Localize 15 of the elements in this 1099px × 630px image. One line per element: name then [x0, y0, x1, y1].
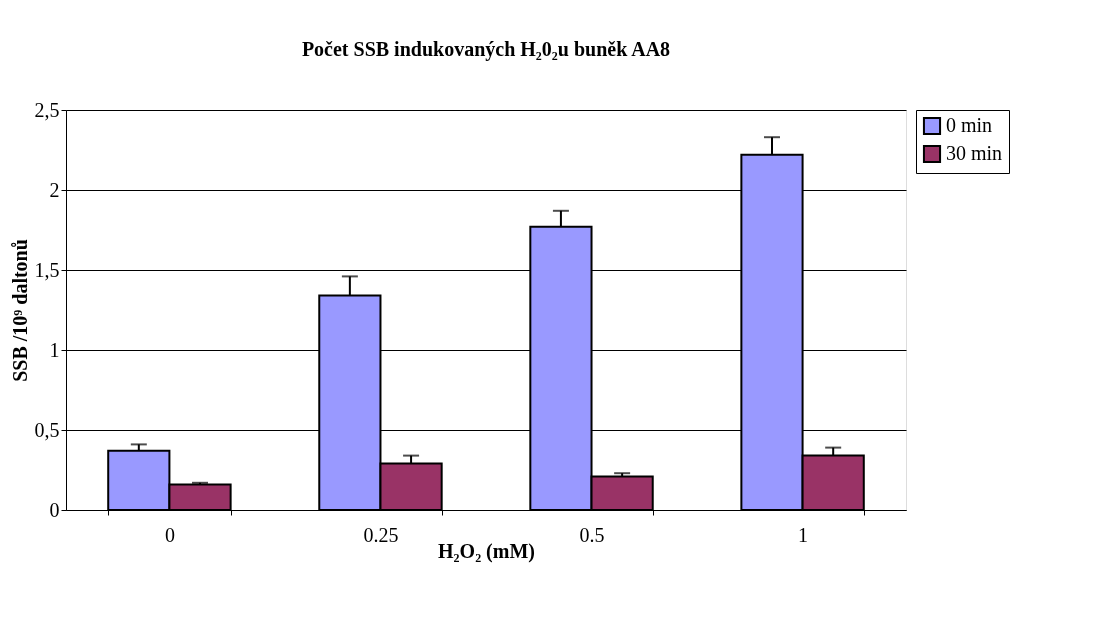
x-tick-label: 0.25: [363, 523, 399, 546]
legend-label: 30 min: [946, 142, 1003, 164]
y-axis-title: SSB /10⁹ daltonů: [8, 239, 31, 382]
chart-title: Počet SSB indukovaných H₂0₂u buněk AA8: [301, 38, 671, 61]
x-tick-label: 1: [798, 523, 809, 546]
y-tick-label: 1: [49, 338, 60, 361]
x-axis-title: H₂O₂ (mM): [438, 539, 535, 563]
y-tick-label: 1,5: [34, 258, 60, 281]
y-tick-label: 2,5: [34, 98, 60, 121]
y-tick-label: 0: [49, 498, 60, 521]
y-tick-label: 2: [49, 178, 60, 201]
y-tick-label: 0,5: [34, 418, 60, 441]
x-tick-label: 0: [164, 523, 175, 546]
legend-label: 0 min: [946, 114, 993, 136]
x-tick-label: 0.5: [579, 523, 605, 546]
